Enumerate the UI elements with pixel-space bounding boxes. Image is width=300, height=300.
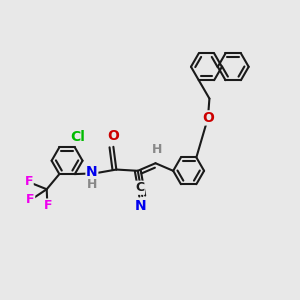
Text: F: F <box>44 199 52 212</box>
Text: C: C <box>135 181 145 194</box>
Text: Cl: Cl <box>70 130 85 144</box>
Text: N: N <box>86 165 98 179</box>
Text: O: O <box>202 111 214 125</box>
Text: H: H <box>152 143 162 156</box>
Text: N: N <box>135 199 147 213</box>
Text: F: F <box>25 175 33 188</box>
Text: H: H <box>87 178 97 191</box>
Text: O: O <box>107 129 119 143</box>
Text: F: F <box>26 193 34 206</box>
